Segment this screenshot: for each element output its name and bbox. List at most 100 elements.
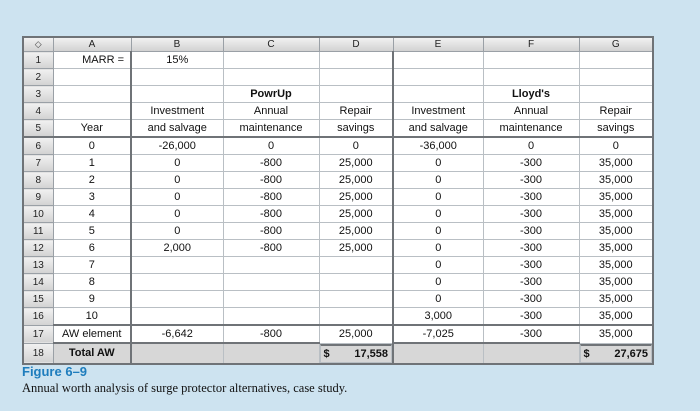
cell-F14[interactable]: -300: [482, 273, 580, 291]
cell-B11[interactable]: 0: [130, 222, 224, 240]
cell-D13[interactable]: [318, 256, 394, 274]
cell-E5[interactable]: and salvage: [392, 119, 484, 138]
cell-D17[interactable]: 25,000: [318, 324, 394, 344]
row-header-1[interactable]: 1: [22, 51, 54, 69]
cell-B2[interactable]: [130, 68, 224, 86]
cell-C13[interactable]: [222, 256, 320, 274]
cell-C18[interactable]: [222, 342, 320, 364]
cell-B17[interactable]: -6,642: [130, 324, 224, 344]
row-header-18[interactable]: 18: [22, 342, 54, 364]
cell-F5[interactable]: maintenance: [482, 119, 580, 138]
cell-F10[interactable]: -300: [482, 205, 580, 223]
row-header-3[interactable]: 3: [22, 85, 54, 103]
cell-F2[interactable]: [482, 68, 580, 86]
cell-A5[interactable]: Year: [52, 119, 132, 138]
cell-B1[interactable]: 15%: [130, 51, 224, 69]
cell-D2[interactable]: [318, 68, 394, 86]
select-all-corner[interactable]: ◇: [22, 36, 54, 52]
row-header-11[interactable]: 11: [22, 222, 54, 240]
cell-G11[interactable]: 35,000: [578, 222, 654, 240]
row-header-7[interactable]: 7: [22, 154, 54, 172]
row-header-12[interactable]: 12: [22, 239, 54, 257]
column-header-G[interactable]: G: [578, 36, 654, 52]
cell-G18[interactable]: $27,675: [579, 343, 652, 363]
cell-E17[interactable]: -7,025: [392, 324, 484, 344]
cell-B7[interactable]: 0: [130, 154, 224, 172]
row-header-2[interactable]: 2: [22, 68, 54, 86]
row-header-10[interactable]: 10: [22, 205, 54, 223]
cell-B12[interactable]: 2,000: [130, 239, 224, 257]
cell-E7[interactable]: 0: [392, 154, 484, 172]
cell-A7[interactable]: 1: [52, 154, 132, 172]
cell-C5[interactable]: maintenance: [222, 119, 320, 138]
cell-E11[interactable]: 0: [392, 222, 484, 240]
cell-A15[interactable]: 9: [52, 290, 132, 308]
cell-D18[interactable]: $17,558: [319, 343, 392, 363]
cell-E2[interactable]: [392, 68, 484, 86]
cell-B13[interactable]: [130, 256, 224, 274]
cell-A11[interactable]: 5: [52, 222, 132, 240]
cell-G8[interactable]: 35,000: [578, 171, 654, 189]
cell-F18[interactable]: [482, 342, 580, 364]
cell-A3[interactable]: [52, 85, 132, 103]
cell-G17[interactable]: 35,000: [578, 324, 654, 344]
cell-F7[interactable]: -300: [482, 154, 580, 172]
row-header-17[interactable]: 17: [22, 324, 54, 344]
cell-D12[interactable]: 25,000: [318, 239, 394, 257]
row-header-8[interactable]: 8: [22, 171, 54, 189]
cell-G5[interactable]: savings: [578, 119, 654, 138]
cell-B15[interactable]: [130, 290, 224, 308]
cell-B6[interactable]: -26,000: [130, 136, 224, 155]
cell-C11[interactable]: -800: [222, 222, 320, 240]
cell-E18[interactable]: [392, 342, 484, 364]
cell-A14[interactable]: 8: [52, 273, 132, 291]
cell-G7[interactable]: 35,000: [578, 154, 654, 172]
cell-E4[interactable]: Investment: [392, 102, 484, 120]
cell-A9[interactable]: 3: [52, 188, 132, 206]
cell-A2[interactable]: [52, 68, 132, 86]
cell-A12[interactable]: 6: [52, 239, 132, 257]
cell-C8[interactable]: -800: [222, 171, 320, 189]
cell-G4[interactable]: Repair: [578, 102, 654, 120]
cell-F9[interactable]: -300: [482, 188, 580, 206]
row-header-5[interactable]: 5: [22, 119, 54, 138]
cell-E13[interactable]: 0: [392, 256, 484, 274]
cell-A4[interactable]: [52, 102, 132, 120]
cell-C17[interactable]: -800: [222, 324, 320, 344]
row-header-14[interactable]: 14: [22, 273, 54, 291]
cell-C1[interactable]: [222, 51, 320, 69]
cell-B4[interactable]: Investment: [130, 102, 224, 120]
cell-D8[interactable]: 25,000: [318, 171, 394, 189]
cell-D10[interactable]: 25,000: [318, 205, 394, 223]
cell-E12[interactable]: 0: [392, 239, 484, 257]
cell-B18[interactable]: [130, 342, 224, 364]
cell-F17[interactable]: -300: [482, 324, 580, 344]
cell-B16[interactable]: [130, 307, 224, 326]
column-header-E[interactable]: E: [392, 36, 484, 52]
cell-C9[interactable]: -800: [222, 188, 320, 206]
cell-A1[interactable]: MARR =: [52, 51, 132, 69]
cell-G6[interactable]: 0: [578, 136, 654, 155]
cell-F4[interactable]: Annual: [482, 102, 580, 120]
cell-E9[interactable]: 0: [392, 188, 484, 206]
cell-A6[interactable]: 0: [52, 136, 132, 155]
row-header-13[interactable]: 13: [22, 256, 54, 274]
cell-F11[interactable]: -300: [482, 222, 580, 240]
cell-B9[interactable]: 0: [130, 188, 224, 206]
cell-F8[interactable]: -300: [482, 171, 580, 189]
cell-D6[interactable]: 0: [318, 136, 394, 155]
cell-G16[interactable]: 35,000: [578, 307, 654, 326]
cell-F1[interactable]: [482, 51, 580, 69]
cell-E10[interactable]: 0: [392, 205, 484, 223]
cell-E15[interactable]: 0: [392, 290, 484, 308]
cell-D7[interactable]: 25,000: [318, 154, 394, 172]
cell-E16[interactable]: 3,000: [392, 307, 484, 326]
cell-D1[interactable]: [318, 51, 394, 69]
row-header-15[interactable]: 15: [22, 290, 54, 308]
cell-D14[interactable]: [318, 273, 394, 291]
cell-D5[interactable]: savings: [318, 119, 394, 138]
cell-E6[interactable]: -36,000: [392, 136, 484, 155]
row-header-6[interactable]: 6: [22, 136, 54, 155]
cell-A16[interactable]: 10: [52, 307, 132, 326]
column-header-F[interactable]: F: [482, 36, 580, 52]
